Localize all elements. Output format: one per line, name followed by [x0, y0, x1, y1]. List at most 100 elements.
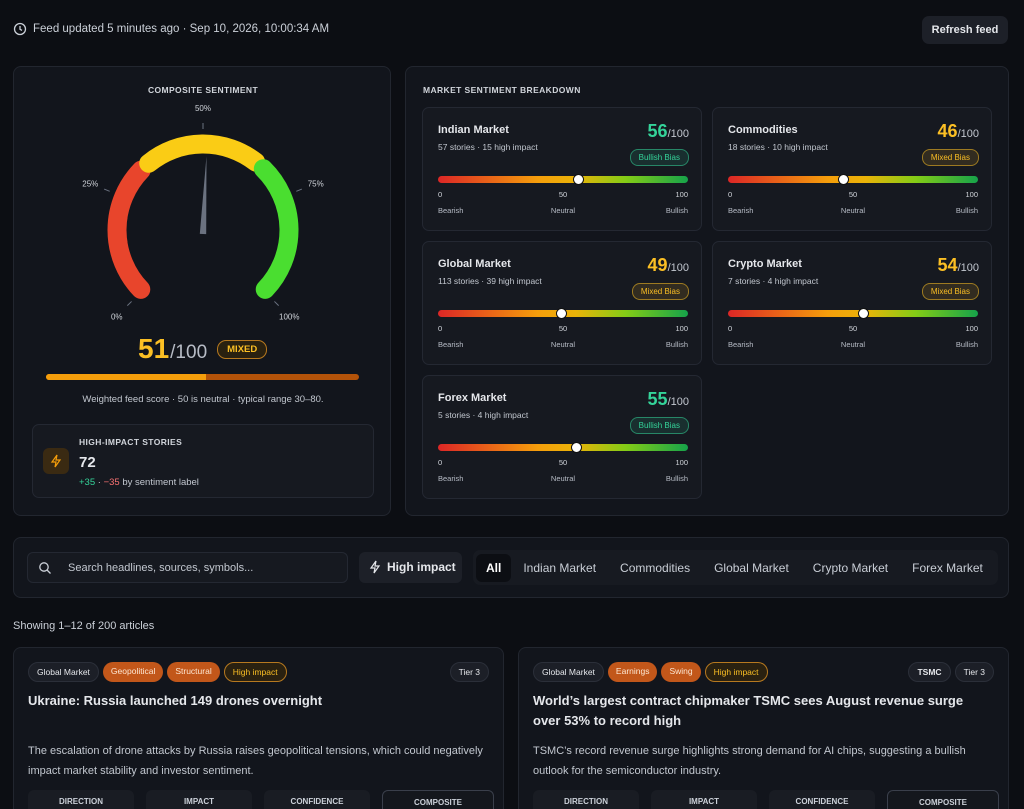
market-tag: Global Market [533, 662, 604, 682]
scale-label: Bullish [955, 340, 978, 349]
impact-tag: High impact [704, 662, 768, 682]
article-summary: The escalation of drone attacks by Russi… [28, 745, 483, 777]
gauge-tick [103, 188, 110, 192]
scale-tick: 0 [438, 458, 443, 467]
market-name: Commodities [728, 124, 798, 136]
article-summary: TSMC’s record revenue surge highlights s… [533, 745, 966, 777]
scale-tick: 0 [728, 190, 733, 199]
scale-label: Bearish [728, 206, 754, 215]
market-score-row: 56/100 [648, 121, 689, 142]
market-meta: 7 stories · 4 high impact [728, 276, 819, 286]
clock-icon [13, 22, 27, 36]
scale-label: Bearish [438, 474, 464, 483]
article-title[interactable]: World’s largest contract chipmaker TSMC … [533, 693, 964, 728]
market-score-row: 54/100 [938, 255, 979, 276]
sentiment-bar [438, 176, 688, 183]
scale-tick: 50 [558, 458, 568, 467]
scale-label: Neutral [550, 340, 576, 349]
filter-tab[interactable]: Forex Market [912, 560, 983, 575]
sentiment-marker [838, 174, 849, 185]
tabs: All Indian Market Commodities Global Market… [473, 550, 998, 585]
market-score: 49 [647, 255, 668, 275]
tag-row: Global Market Earnings Swing High impact [533, 662, 772, 682]
market-meta: 18 stories · 10 high impact [728, 142, 828, 152]
refresh-button[interactable]: Refresh feed [922, 16, 1008, 44]
scale-label: Bullish [665, 340, 688, 349]
gauge-label: 25% [82, 179, 98, 188]
high-impact-label: HIGH-IMPACT STORIES [79, 437, 183, 447]
feed-status: Feed updated 5 minutes ago · Sep 10, 202… [33, 23, 330, 35]
metric-label: IMPACT [651, 790, 757, 809]
scale-label: Bullish [955, 206, 978, 215]
category-tag: Earnings [607, 662, 658, 682]
filter-tab[interactable]: Commodities [620, 560, 691, 575]
filter-tab[interactable]: Crypto Market [812, 560, 889, 575]
bolt-icon [43, 448, 69, 474]
tag-row-right: Tier 3 [449, 662, 489, 682]
market-meta: 5 stories · 4 high impact [438, 410, 529, 420]
scale-label: Bearish [438, 206, 464, 215]
scale-label: Bullish [665, 206, 688, 215]
tag-row-right: TSMC Tier 3 [908, 662, 994, 682]
scale-tick: 100 [965, 190, 978, 199]
separator: · [95, 477, 104, 488]
market-name: Forex Market [438, 392, 507, 404]
scale-label: Bullish [665, 474, 688, 483]
search-box[interactable]: Search headlines, sources, symbols... [27, 552, 348, 583]
composite-badge: MIXED [217, 340, 268, 359]
panel-title: COMPOSITE SENTIMENT [147, 85, 259, 95]
market-bias: Mixed Bias [631, 283, 689, 300]
scale-tick: 0 [438, 190, 443, 199]
metric-label: COMPOSITE [382, 790, 494, 809]
metric-label: IMPACT [146, 790, 252, 809]
article-card: Global Market Geopolitical Structural High … [13, 647, 504, 809]
gauge-tick [274, 301, 280, 307]
market-score: 56 [647, 121, 668, 141]
sentiment-marker [858, 308, 869, 319]
scale-label: Bearish [728, 340, 754, 349]
market-bias: Bullish Bias [629, 417, 689, 434]
composite-note: Weighted feed score · 50 is neutral · ty… [82, 394, 324, 405]
metric-label: CONFIDENCE [769, 790, 875, 809]
market-bias: Bullish Bias [629, 149, 689, 166]
score-row: 51 /100 MIXED [138, 333, 268, 365]
symbol-tag: TSMC [908, 662, 951, 682]
sentiment-bar [728, 176, 978, 183]
filter-tab[interactable]: All [476, 553, 512, 582]
gauge-tick [296, 188, 303, 192]
sentiment-marker [570, 442, 582, 453]
filter-tab[interactable]: Global Market [714, 560, 789, 575]
scale-tick: 50 [848, 324, 858, 333]
search-placeholder: Search headlines, sources, symbols... [68, 562, 254, 574]
negative-count: −35 [103, 477, 120, 488]
scale-tick: 50 [558, 190, 568, 199]
metric-label: DIRECTION [28, 790, 134, 809]
positive-count: +35 [79, 477, 96, 488]
tier-tag: Tier 3 [449, 662, 489, 682]
sentiment-marker [573, 174, 584, 185]
market-score-row: 46/100 [938, 121, 979, 142]
scale-tick: 100 [675, 324, 688, 333]
metric-label: COMPOSITE [887, 790, 999, 809]
metric-label: CONFIDENCE [264, 790, 370, 809]
high-impact-box: HIGH-IMPACT STORIES 72 +35 · −35 by sent… [32, 424, 374, 498]
breakdown-panel: MARKET SENTIMENT BREAKDOWN Indian Market… [405, 66, 1009, 516]
article-title[interactable]: Ukraine: Russia launched 149 drones over… [28, 693, 323, 708]
market-score: 54 [937, 255, 958, 275]
sentiment-bar [728, 310, 978, 317]
filter-bar: Search headlines, sources, symbols... Hi… [13, 537, 1009, 598]
market-tag: Global Market [28, 662, 99, 682]
scale-label: Neutral [550, 206, 576, 215]
composite-panel: COMPOSITE SENTIMENT 0% 25% 50% 75% 100% 51 /… [13, 66, 391, 516]
scale-tick: 50 [848, 190, 858, 199]
filter-tab[interactable]: Indian Market [523, 560, 597, 575]
gauge-segment [253, 159, 299, 299]
score-out-of: /100 [170, 342, 208, 363]
market-card: Crypto Market 7 stories · 4 high impact 54… [712, 241, 992, 365]
scale-tick: 0 [728, 324, 733, 333]
gauge-needle [199, 156, 207, 235]
panel-title: MARKET SENTIMENT BREAKDOWN [423, 85, 581, 95]
high-impact-toggle[interactable]: High impact [359, 552, 462, 583]
market-score: 46 [937, 121, 958, 141]
